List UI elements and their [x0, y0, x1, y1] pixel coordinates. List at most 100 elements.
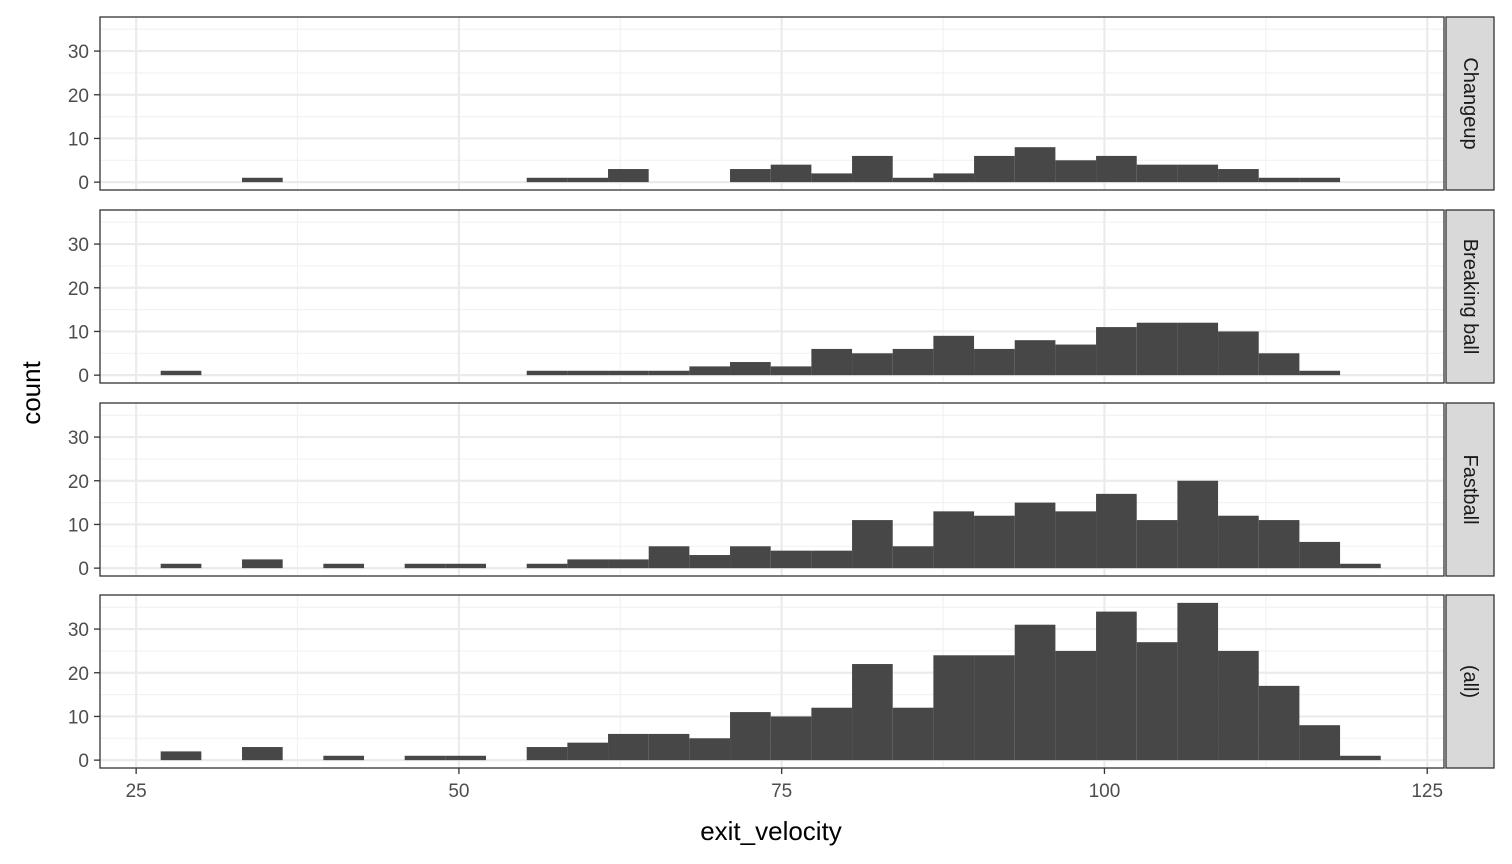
histogram-bar [1177, 602, 1219, 761]
y-tick-label: 10 [68, 322, 89, 343]
facet-panel-0: 0 10 20 30 Changeup [68, 16, 1495, 194]
histogram-bar [404, 563, 446, 569]
histogram-bar [648, 546, 690, 569]
panel-background [100, 17, 1444, 190]
y-tick-label: 10 [68, 707, 89, 728]
histogram-bar [1340, 563, 1381, 569]
histogram-bar [974, 155, 1015, 183]
y-tick-label: 30 [68, 620, 89, 641]
histogram-bar [811, 707, 853, 761]
histogram-bar [1218, 331, 1259, 376]
y-tick-label: 20 [68, 472, 89, 493]
histogram-bar [1055, 344, 1097, 376]
histogram-bar [811, 173, 853, 183]
y-tick-label: 30 [68, 428, 89, 449]
histogram-bar [1258, 685, 1300, 761]
histogram-bar [608, 559, 649, 569]
histogram-bar [689, 738, 731, 761]
histogram-bar [933, 655, 975, 761]
histogram-bar [526, 370, 568, 376]
histogram-bar [852, 353, 893, 376]
y-tick-label: 0 [78, 559, 89, 580]
histogram-bar [1258, 177, 1300, 183]
histogram-bar [648, 370, 690, 376]
histogram-bar [160, 370, 202, 376]
histogram-bar [608, 169, 649, 183]
histogram-bar [160, 751, 202, 761]
histogram-bar [892, 348, 934, 376]
histogram-bar [1014, 147, 1056, 183]
histogram-bar [811, 550, 853, 569]
histogram-bar [892, 546, 934, 569]
x-tick-label: 100 [1089, 781, 1121, 802]
histogram-bar [1096, 493, 1137, 569]
histogram-bar [770, 164, 812, 183]
histogram-bar [974, 515, 1015, 569]
histogram-bar [811, 348, 853, 376]
histogram-bar [526, 747, 568, 761]
histogram-bar [242, 747, 283, 761]
histogram-bar [933, 173, 975, 183]
histogram-bar [1258, 353, 1300, 376]
histogram-bar [323, 755, 365, 761]
histogram-bar [242, 559, 283, 569]
histogram-bar [1014, 624, 1056, 761]
histogram-bar [1096, 155, 1137, 183]
y-tick-label: 10 [68, 129, 89, 150]
histogram-bar [1055, 650, 1097, 761]
histogram-bar [933, 511, 975, 569]
histogram-bar [160, 563, 202, 569]
y-tick-label: 0 [78, 366, 89, 387]
histogram-bar [1096, 327, 1137, 376]
x-tick-label: 50 [448, 781, 469, 802]
histogram-bar [567, 559, 609, 569]
histogram-bar [770, 550, 812, 569]
y-tick-label: 30 [68, 235, 89, 256]
panel-border [99, 594, 1445, 769]
histogram-bar [892, 177, 934, 183]
histogram-bar [567, 370, 609, 376]
histogram-bar [1055, 511, 1097, 569]
histogram-bar [1177, 164, 1219, 183]
histogram-bar [323, 563, 365, 569]
histogram-bar [770, 716, 812, 761]
y-tick-label: 20 [68, 664, 89, 685]
histogram-bar [648, 733, 690, 761]
histogram-bar [1014, 502, 1056, 569]
histogram-bar [445, 563, 487, 569]
histogram-bar [730, 169, 771, 183]
histogram-bar [608, 733, 649, 761]
histogram-bar [1014, 340, 1056, 376]
y-axis-title: count [16, 360, 46, 424]
histogram-bar [567, 742, 609, 761]
histogram-bar [730, 712, 771, 761]
histogram-bar [1258, 520, 1300, 569]
facet-panel-2: 0 10 20 30 Fastball [68, 402, 1495, 580]
x-tick-label: 125 [1411, 781, 1443, 802]
histogram-bar [852, 155, 893, 183]
histogram-bar [892, 707, 934, 761]
histogram-bar [852, 520, 893, 569]
histogram-bar [933, 335, 975, 376]
y-tick-label: 20 [68, 279, 89, 300]
histogram-bar [1136, 164, 1178, 183]
facet-strip [1445, 594, 1495, 769]
histogram-bar [974, 348, 1015, 376]
histogram-bar [770, 366, 812, 376]
histogram-bar [730, 362, 771, 376]
y-tick-label: 0 [78, 173, 89, 194]
facet-strip [1445, 16, 1495, 191]
histogram-bar [1218, 515, 1259, 569]
histogram-bar [567, 177, 609, 183]
histogram-bar [689, 555, 731, 569]
x-axis: 25 50 75 100 125 [126, 768, 1443, 802]
facet-panel-3: 0 10 20 30 (all) [68, 594, 1495, 772]
histogram-bar [1177, 322, 1219, 376]
histogram-bar [730, 546, 771, 569]
histogram-bar [1299, 370, 1341, 376]
x-tick-label: 25 [126, 781, 147, 802]
histogram-bar [608, 370, 649, 376]
facet-panel-1: 0 10 20 30 Breaking ball [68, 209, 1495, 387]
facet-strip-label: Fastball [1459, 454, 1481, 524]
